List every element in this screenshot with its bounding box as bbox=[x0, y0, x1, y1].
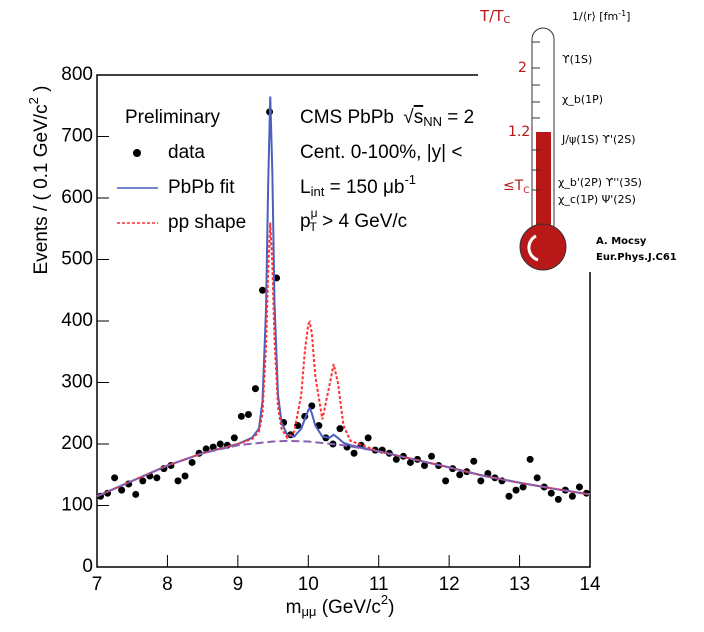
inset-background bbox=[478, 0, 704, 272]
data-point bbox=[230, 434, 238, 442]
y-tick-label: 700 bbox=[61, 126, 93, 147]
inset-level: 2 bbox=[518, 60, 527, 76]
data-point bbox=[505, 492, 513, 500]
data-point bbox=[519, 483, 527, 491]
y-tick-label: 100 bbox=[61, 495, 93, 516]
inset-state: χ_b(1P) bbox=[562, 93, 603, 106]
data-point bbox=[181, 472, 189, 480]
data-point bbox=[568, 492, 576, 500]
legend-marker bbox=[133, 149, 141, 157]
data-point bbox=[554, 495, 562, 503]
data-point bbox=[420, 462, 428, 470]
data-point bbox=[392, 455, 400, 463]
data-point bbox=[259, 286, 267, 294]
x-tick-label: 9 bbox=[233, 574, 244, 595]
data-point bbox=[209, 443, 217, 451]
annotation: CMS PbPb √sNN = 2 bbox=[300, 107, 474, 129]
x-axis-label: mμμ (GeV/c2) bbox=[286, 592, 395, 619]
inset-level: 1.2 bbox=[508, 124, 530, 140]
inset-state: χ_b'(2P) ϒ''(3S) bbox=[558, 176, 642, 189]
y-tick-label: 200 bbox=[61, 433, 93, 454]
data-point bbox=[442, 477, 450, 485]
data-point bbox=[470, 457, 478, 465]
x-tick-label: 10 bbox=[298, 574, 319, 595]
x-tick-label: 12 bbox=[439, 574, 460, 595]
inset-credit: A. Mocsy bbox=[596, 236, 647, 247]
legend-label: data bbox=[168, 142, 205, 163]
data-point bbox=[512, 486, 520, 494]
data-point bbox=[526, 455, 534, 463]
legend-label: PbPb fit bbox=[168, 177, 235, 198]
data-point bbox=[406, 458, 414, 466]
inset-label: 1/⟨r⟩ [fm-1] bbox=[572, 9, 630, 24]
data-point bbox=[547, 489, 555, 497]
data-point bbox=[216, 440, 224, 448]
x-tick-label: 7 bbox=[92, 574, 103, 595]
fit-curve bbox=[96, 222, 591, 498]
data-point bbox=[118, 486, 126, 494]
data-point bbox=[237, 412, 245, 420]
data-point bbox=[174, 477, 182, 485]
bulb-highlight bbox=[527, 234, 539, 262]
y-tick-label: 600 bbox=[61, 187, 93, 208]
inset-credit: Eur.Phys.J.C61 bbox=[596, 252, 677, 263]
data-point bbox=[202, 445, 210, 453]
data-point bbox=[364, 434, 372, 442]
y-tick-label: 400 bbox=[61, 310, 93, 331]
data-point bbox=[153, 474, 161, 482]
inset-label: T/TC bbox=[479, 7, 510, 27]
data-point bbox=[251, 385, 259, 393]
inset-level: ≤TC bbox=[503, 178, 530, 196]
annotation: Lint = 150 μb-1 bbox=[300, 172, 416, 199]
thermometer-bulb bbox=[519, 223, 567, 271]
y-tick-label: 800 bbox=[61, 64, 93, 85]
y-tick-label: 500 bbox=[61, 249, 93, 270]
y-tick-label: 0 bbox=[82, 556, 93, 577]
data-point bbox=[484, 470, 492, 478]
thermometer-inset: T/TC 1/⟨r⟩ [fm-1] 2 1.2 ≤TC ϒ(1S) χ_b(1P… bbox=[478, 0, 704, 272]
thermometer-scale bbox=[532, 41, 540, 191]
data-point bbox=[188, 458, 196, 466]
inset-state: ϒ(1S) bbox=[562, 53, 592, 66]
x-tick-label: 13 bbox=[509, 574, 530, 595]
data-point bbox=[139, 477, 147, 485]
data-point bbox=[477, 477, 485, 485]
y-tick-label: 300 bbox=[61, 372, 93, 393]
x-tick-label: 11 bbox=[369, 574, 389, 595]
inset-state: χ_c(1P) Ψ'(2S) bbox=[558, 193, 636, 206]
annotation: pμ T > 4 GeV/c bbox=[300, 206, 407, 234]
data-point bbox=[428, 452, 436, 460]
plot-area: 7 8 9 10 11 12 13 14 0 100 200 300 400 500 600 700 800 bbox=[61, 64, 601, 595]
x-tick-label: 14 bbox=[579, 574, 601, 595]
x-tick-label: 8 bbox=[162, 574, 173, 595]
legend-label: pp shape bbox=[168, 212, 246, 233]
annotation: Cent. 0-100%, |y| < bbox=[300, 142, 462, 163]
legend-title: Preliminary bbox=[125, 107, 221, 128]
data-point bbox=[456, 471, 464, 479]
data-point bbox=[533, 474, 541, 482]
data-point bbox=[132, 490, 140, 498]
data-point bbox=[336, 425, 344, 433]
inset-state: J/ψ(1S) ϒ'(2S) bbox=[561, 133, 636, 146]
data-point bbox=[244, 410, 252, 418]
y-axis-label: Events / ( 0.1 GeV/c2 ) bbox=[26, 86, 52, 275]
data-point bbox=[111, 474, 119, 482]
data-point bbox=[575, 483, 583, 491]
data-point bbox=[350, 449, 358, 457]
thermometer-fill bbox=[536, 132, 551, 242]
